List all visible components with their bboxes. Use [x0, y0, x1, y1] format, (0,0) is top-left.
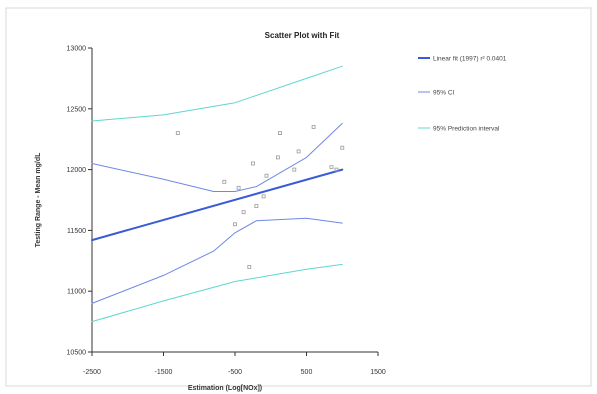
y-tick-label: 11500 — [67, 228, 86, 235]
y-tick-label: 11000 — [67, 289, 86, 296]
y-tick-label: 12500 — [67, 106, 87, 113]
data-point — [311, 125, 316, 129]
chart-title: Scatter Plot with Fit — [265, 31, 340, 40]
data-point — [296, 149, 301, 154]
data-point — [254, 204, 259, 209]
y-tick-label: 10500 — [67, 350, 87, 357]
y-tick-label: 12000 — [67, 167, 87, 174]
data-point — [233, 222, 237, 227]
x-tick-label: -500 — [228, 369, 242, 376]
legend: Linear fit (1997) r² 0.0401 95% CI 95% Pre… — [418, 56, 507, 133]
data-point — [175, 131, 180, 136]
data-point — [340, 145, 345, 150]
data-point — [278, 131, 282, 136]
data-point — [241, 210, 246, 215]
data-point — [261, 194, 266, 199]
data-point — [292, 167, 297, 172]
data-point — [264, 173, 269, 178]
data-point — [334, 167, 339, 172]
data-point — [250, 161, 255, 166]
data-point — [222, 179, 227, 184]
y-axis-label: Testing Range - Mean mg/dL — [35, 152, 42, 247]
chart-frame — [5, 7, 592, 387]
data-point — [236, 185, 241, 190]
data-point — [247, 264, 252, 269]
legend-label: Linear fit (1997) r² 0.0401 — [433, 56, 507, 63]
x-tick-label: -1500 — [155, 369, 173, 376]
y-tick-label: 13000 — [67, 46, 87, 53]
plot-area: 10500 11000 11500 12000 12500 13000 -2500 -1500… — [67, 46, 386, 377]
x-axis-label: Estimation (Log[NOx]) — [188, 385, 262, 392]
x-tick-label: -2500 — [83, 369, 101, 376]
series-line-4 — [91, 263, 343, 323]
legend-label: 95% CI — [433, 90, 455, 97]
series-line-2 — [91, 217, 343, 304]
data-point — [329, 165, 334, 170]
data-point — [275, 155, 280, 160]
legend-label: 95% Prediction interval — [433, 126, 500, 133]
series-line-3 — [91, 65, 343, 122]
series-line-1 — [91, 122, 343, 192]
x-tick-label: 1500 — [370, 369, 386, 376]
series-line-0 — [91, 168, 344, 242]
x-tick-label: 500 — [301, 369, 313, 376]
